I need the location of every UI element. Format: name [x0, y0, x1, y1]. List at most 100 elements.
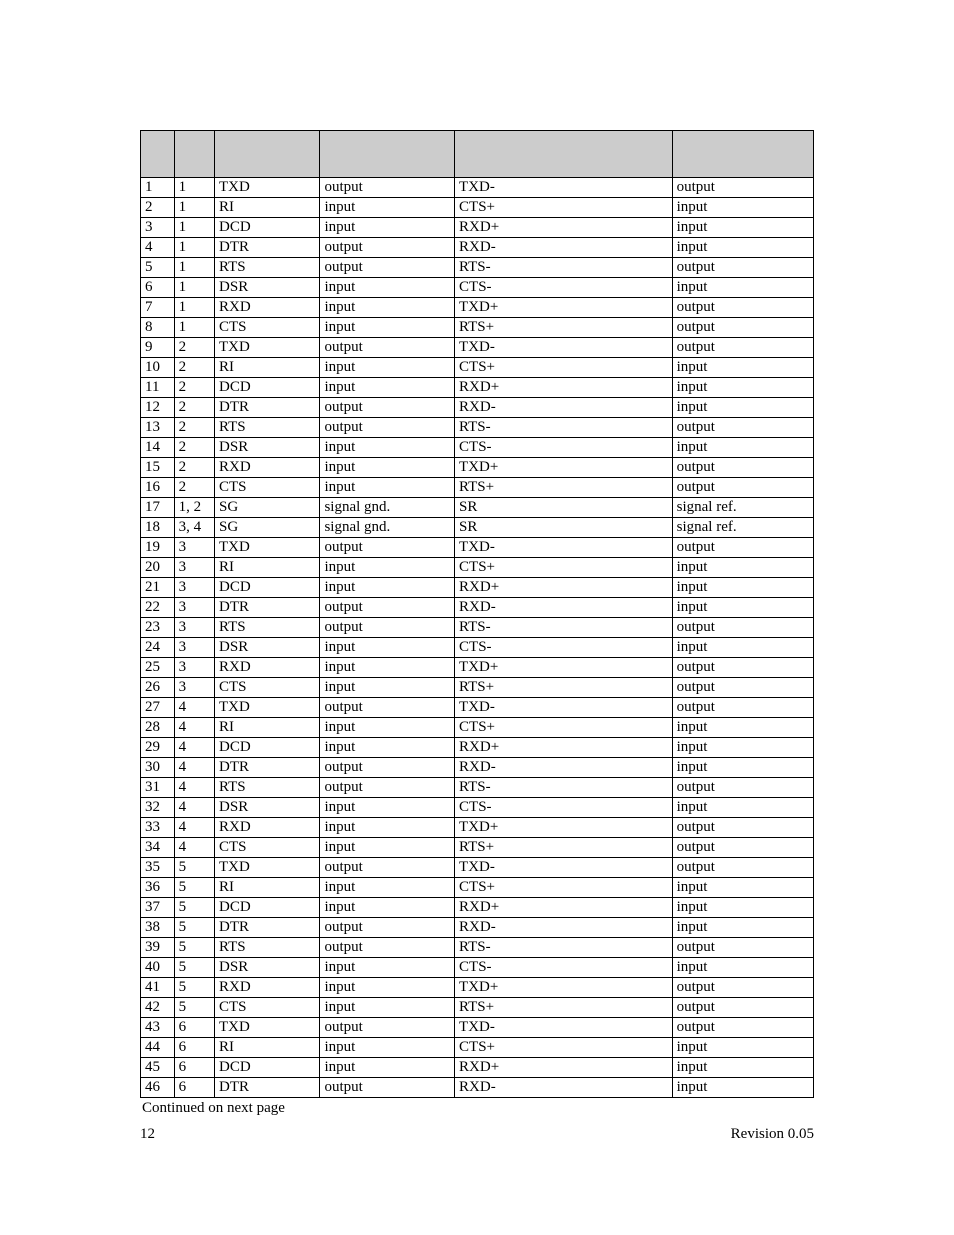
table-cell: 37: [141, 898, 175, 918]
table-cell: 31: [141, 778, 175, 798]
table-cell: input: [320, 578, 455, 598]
table-cell: 1: [174, 258, 214, 278]
table-cell: 3: [174, 658, 214, 678]
table-cell: input: [320, 378, 455, 398]
table-cell: input: [672, 738, 813, 758]
revision-label: Revision 0.05: [731, 1126, 814, 1143]
pinout-table: 11TXDoutputTXD-output21RIinputCTS+input3…: [140, 130, 814, 1098]
table-cell: RTS+: [455, 318, 673, 338]
table-cell: RI: [215, 558, 320, 578]
table-cell: output: [320, 338, 455, 358]
table-row: 81CTSinputRTS+output: [141, 318, 814, 338]
table-cell: 39: [141, 938, 175, 958]
table-row: 21RIinputCTS+input: [141, 198, 814, 218]
table-cell: SG: [215, 498, 320, 518]
table-cell: output: [320, 598, 455, 618]
table-cell: 4: [174, 838, 214, 858]
table-cell: CTS+: [455, 358, 673, 378]
table-cell: 1, 2: [174, 498, 214, 518]
table-cell: DCD: [215, 738, 320, 758]
table-cell: 16: [141, 478, 175, 498]
table-cell: 2: [174, 358, 214, 378]
table-cell: RI: [215, 718, 320, 738]
table-cell: output: [672, 698, 813, 718]
table-cell: 27: [141, 698, 175, 718]
table-cell: RXD-: [455, 398, 673, 418]
table-cell: 2: [174, 398, 214, 418]
table-cell: CTS-: [455, 278, 673, 298]
table-cell: 22: [141, 598, 175, 618]
table-cell: input: [672, 378, 813, 398]
table-cell: output: [672, 678, 813, 698]
table-row: 375DCDinputRXD+input: [141, 898, 814, 918]
table-cell: 7: [141, 298, 175, 318]
table-cell: input: [320, 978, 455, 998]
table-cell: input: [320, 1038, 455, 1058]
table-cell: RXD: [215, 658, 320, 678]
table-cell: DTR: [215, 758, 320, 778]
table-cell: output: [672, 858, 813, 878]
table-cell: output: [672, 258, 813, 278]
table-cell: 17: [141, 498, 175, 518]
table-row: 203RIinputCTS+input: [141, 558, 814, 578]
table-cell: RTS: [215, 418, 320, 438]
table-row: 263CTSinputRTS+output: [141, 678, 814, 698]
table-cell: 6: [141, 278, 175, 298]
table-cell: output: [320, 418, 455, 438]
table-row: 102RIinputCTS+input: [141, 358, 814, 378]
table-cell: RTS-: [455, 618, 673, 638]
table-cell: 32: [141, 798, 175, 818]
table-cell: DCD: [215, 1058, 320, 1078]
table-cell: 4: [174, 718, 214, 738]
table-row: 132RTSoutputRTS-output: [141, 418, 814, 438]
table-cell: TXD+: [455, 298, 673, 318]
table-cell: output: [672, 938, 813, 958]
table-row: 253RXDinputTXD+output: [141, 658, 814, 678]
table-cell: DTR: [215, 598, 320, 618]
table-cell: 1: [174, 298, 214, 318]
table-cell: signal ref.: [672, 498, 813, 518]
table-cell: TXD-: [455, 698, 673, 718]
table-cell: RTS-: [455, 418, 673, 438]
table-cell: 5: [174, 978, 214, 998]
table-cell: SG: [215, 518, 320, 538]
table-cell: 21: [141, 578, 175, 598]
table-cell: RTS-: [455, 938, 673, 958]
table-cell: 1: [174, 178, 214, 198]
table-cell: 5: [174, 898, 214, 918]
table-cell: 46: [141, 1078, 175, 1098]
table-cell: CTS-: [455, 798, 673, 818]
table-cell: 3: [174, 678, 214, 698]
table-cell: input: [672, 198, 813, 218]
table-cell: RXD+: [455, 218, 673, 238]
table-cell: input: [320, 678, 455, 698]
table-cell: DSR: [215, 438, 320, 458]
table-cell: 10: [141, 358, 175, 378]
table-row: 243DSRinputCTS-input: [141, 638, 814, 658]
page-number: 12: [140, 1126, 155, 1143]
table-row: 223DTRoutputRXD-input: [141, 598, 814, 618]
table-cell: 4: [174, 758, 214, 778]
table-row: 314RTSoutputRTS-output: [141, 778, 814, 798]
table-cell: DSR: [215, 278, 320, 298]
table-cell: 2: [174, 438, 214, 458]
table-cell: 4: [174, 778, 214, 798]
table-cell: 5: [174, 858, 214, 878]
table-cell: RXD-: [455, 1078, 673, 1098]
table-cell: 44: [141, 1038, 175, 1058]
table-cell: RTS+: [455, 678, 673, 698]
table-cell: RTS: [215, 618, 320, 638]
table-cell: input: [320, 478, 455, 498]
table-cell: 14: [141, 438, 175, 458]
table-cell: input: [320, 878, 455, 898]
table-cell: 19: [141, 538, 175, 558]
table-cell: 5: [174, 918, 214, 938]
table-cell: RXD+: [455, 578, 673, 598]
table-cell: input: [320, 358, 455, 378]
table-cell: 2: [174, 378, 214, 398]
table-cell: DSR: [215, 958, 320, 978]
table-cell: output: [672, 818, 813, 838]
table-cell: output: [672, 978, 813, 998]
table-cell: TXD+: [455, 458, 673, 478]
table-cell: output: [672, 618, 813, 638]
